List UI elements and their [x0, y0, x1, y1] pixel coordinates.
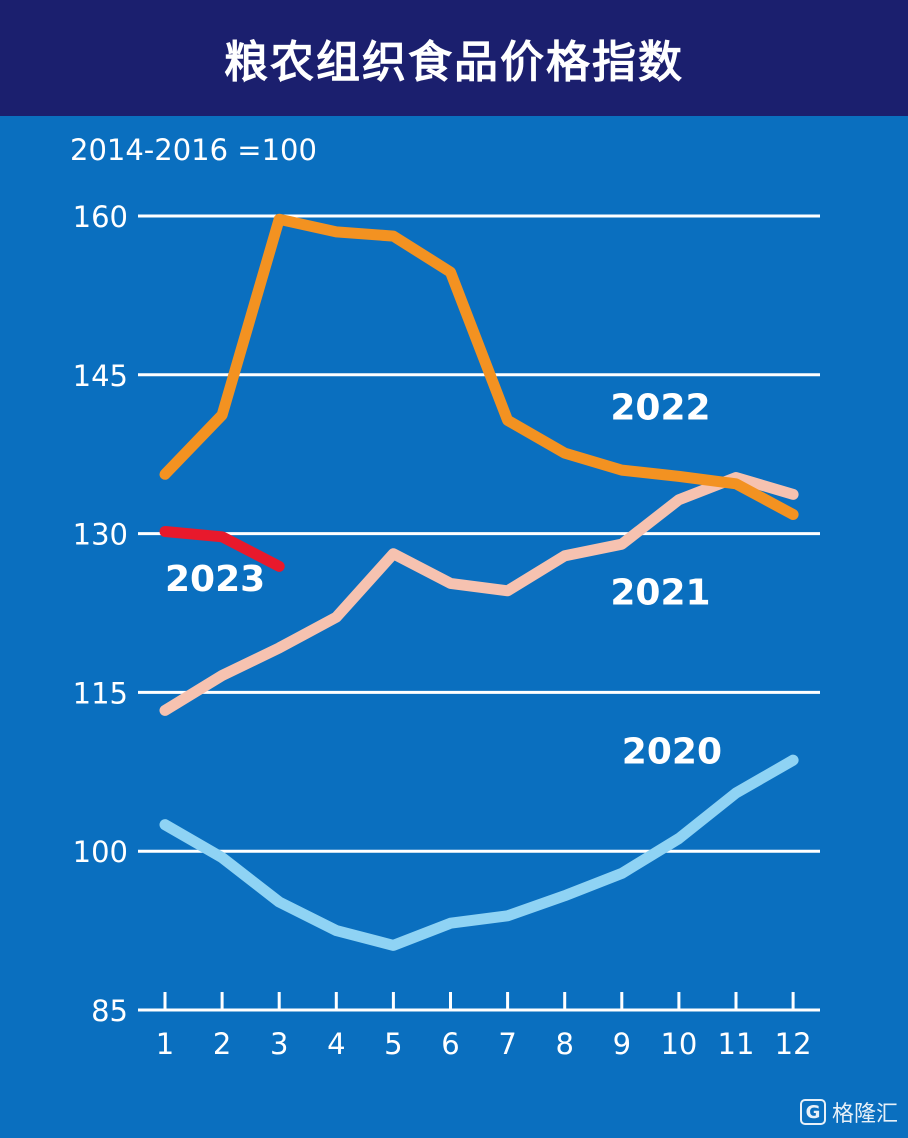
x-tick-label: 1 [156, 1027, 174, 1061]
x-tick-label: 10 [660, 1027, 697, 1061]
x-tick-label: 9 [613, 1027, 631, 1061]
y-tick-label: 145 [73, 359, 128, 393]
x-tick-label: 11 [718, 1027, 755, 1061]
x-tick-label: 12 [775, 1027, 812, 1061]
series-label-2022: 2022 [610, 387, 710, 428]
x-tick-label: 5 [384, 1027, 402, 1061]
watermark-text: 格隆汇 [832, 1096, 898, 1128]
series-line-2022 [165, 219, 793, 514]
chart-header: 粮农组织食品价格指数 [0, 0, 908, 116]
series-label-2020: 2020 [622, 731, 722, 772]
y-tick-label: 130 [73, 518, 128, 552]
x-tick-label: 7 [498, 1027, 516, 1061]
y-tick-label: 85 [91, 994, 128, 1028]
x-tick-label: 6 [441, 1027, 459, 1061]
chart-title: 粮农组织食品价格指数 [224, 26, 684, 90]
series-label-2023: 2023 [165, 559, 265, 600]
x-tick-label: 4 [327, 1027, 345, 1061]
series-line-2020 [165, 760, 793, 945]
y-tick-label: 115 [73, 676, 128, 710]
y-tick-label: 160 [73, 200, 128, 234]
x-tick-label: 8 [555, 1027, 573, 1061]
x-tick-label: 2 [213, 1027, 231, 1061]
x-tick-label: 3 [270, 1027, 288, 1061]
watermark-logo-icon: G [800, 1099, 826, 1125]
watermark: G 格隆汇 [800, 1096, 898, 1128]
y-tick-label: 100 [73, 835, 128, 869]
series-label-2021: 2021 [610, 573, 710, 614]
chart-subtitle: 2014-2016 =100 [70, 133, 317, 167]
